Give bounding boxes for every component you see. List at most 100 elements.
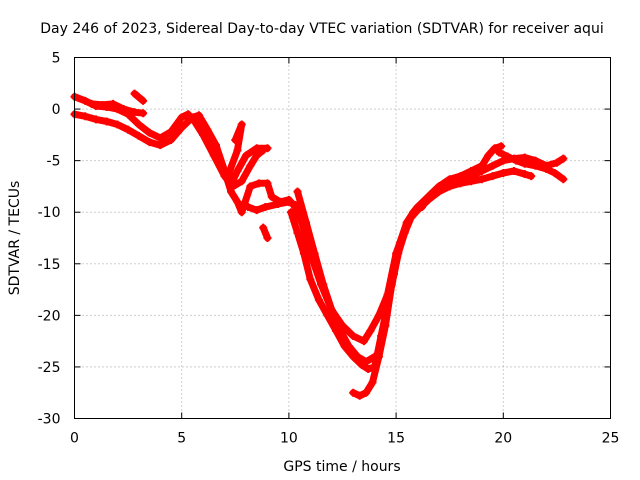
data-point: [503, 152, 512, 161]
data-point: [293, 187, 302, 196]
data-point: [467, 177, 476, 186]
data-point: [263, 234, 272, 242]
series-line: [418, 142, 505, 211]
data-point: [374, 352, 383, 361]
data-point: [233, 197, 242, 206]
data-point: [134, 120, 143, 129]
data-point: [188, 113, 197, 122]
data-point: [145, 128, 154, 137]
series-track-11: [417, 142, 506, 212]
data-point: [194, 111, 203, 120]
data-point: [527, 172, 536, 181]
data-point: [231, 136, 240, 145]
data-point: [252, 144, 261, 153]
data-series: [70, 89, 568, 400]
x-tick-label: 0: [70, 431, 79, 447]
data-point: [510, 166, 519, 175]
data-point: [284, 197, 293, 206]
chart-title: Day 246 of 2023, Sidereal Day-to-day VTE…: [40, 21, 603, 37]
data-point: [254, 179, 263, 188]
data-point: [109, 99, 118, 108]
data-point: [119, 105, 128, 114]
data-point: [124, 125, 133, 134]
data-point: [224, 169, 233, 178]
data-point: [203, 125, 212, 134]
data-point: [319, 280, 328, 289]
data-point: [237, 177, 246, 186]
series-track-12: [495, 148, 568, 184]
data-point: [488, 161, 497, 170]
data-point: [156, 141, 165, 150]
data-point: [387, 280, 396, 289]
data-point: [261, 203, 270, 212]
data-point: [156, 133, 165, 142]
data-point: [130, 89, 139, 98]
data-point: [559, 175, 568, 184]
data-point: [531, 161, 540, 170]
data-point: [550, 169, 559, 178]
data-point: [113, 120, 122, 129]
data-point: [259, 146, 268, 155]
data-point: [445, 175, 454, 184]
data-point: [362, 357, 371, 366]
data-point: [542, 164, 551, 173]
data-point: [246, 182, 255, 191]
data-point: [267, 192, 276, 201]
data-point: [456, 179, 465, 188]
data-point: [299, 249, 308, 258]
y-tick-labels: 5 0 -5 -10 -15 -20 -25 -30: [38, 51, 61, 428]
data-point: [242, 151, 251, 160]
data-point: [252, 151, 261, 160]
y-axis-label: SDTVAR / TECUs: [7, 181, 23, 296]
data-point: [91, 115, 100, 124]
data-point: [520, 170, 529, 179]
data-point: [310, 249, 319, 258]
data-point: [323, 311, 332, 320]
data-point: [246, 161, 255, 170]
data-point: [559, 154, 568, 163]
data-point: [287, 208, 296, 217]
data-point: [434, 182, 443, 191]
series-track-4: [130, 89, 148, 105]
x-tick-label: 10: [280, 431, 298, 447]
series-track-3: [87, 99, 148, 118]
data-point: [484, 151, 493, 160]
data-point: [520, 159, 529, 168]
data-point: [467, 166, 476, 175]
data-point: [499, 169, 508, 178]
series-track-5: [224, 120, 268, 191]
y-tick-label: 0: [52, 102, 61, 118]
data-point: [81, 96, 90, 105]
series-line: [131, 90, 147, 105]
data-point: [407, 213, 416, 222]
data-point: [355, 391, 364, 400]
data-point: [359, 337, 368, 346]
data-point: [98, 100, 107, 109]
data-point: [366, 326, 375, 335]
data-point: [314, 295, 323, 304]
data-point: [381, 321, 390, 330]
data-point: [87, 99, 96, 108]
grid-lines: [74, 57, 611, 419]
y-tick-label: -5: [47, 154, 61, 170]
data-point: [145, 138, 154, 147]
y-tick-label: -10: [38, 205, 61, 221]
data-point: [252, 206, 261, 215]
data-point: [229, 182, 238, 191]
x-tick-label: 25: [602, 431, 620, 447]
data-point: [259, 223, 268, 232]
series-track-7: [259, 223, 272, 242]
data-point: [445, 182, 454, 191]
data-point: [263, 179, 272, 188]
data-point: [102, 117, 111, 126]
data-point: [456, 172, 465, 181]
data-point: [512, 156, 521, 165]
data-point: [477, 175, 486, 184]
series-line: [294, 188, 379, 366]
y-tick-label: 5: [52, 51, 61, 67]
data-point: [362, 388, 371, 397]
y-tick-label: -25: [38, 360, 61, 376]
data-point: [139, 96, 148, 105]
